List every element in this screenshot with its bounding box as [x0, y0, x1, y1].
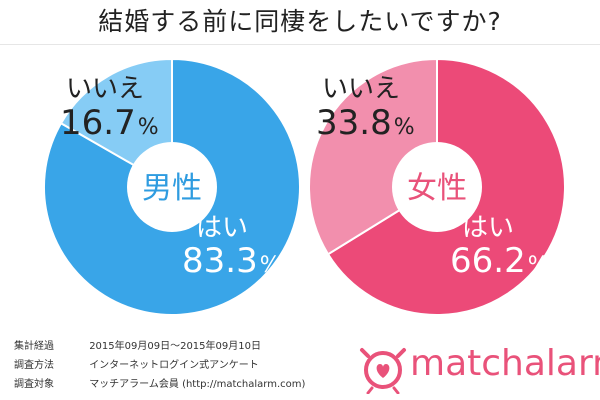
female-yes-label: はい: [462, 213, 514, 243]
survey-period-value: 2015年09月09日〜2015年09月10日: [89, 341, 261, 352]
female-yes-value: 66.2%: [450, 241, 549, 281]
female-no-label: いいえ: [322, 74, 400, 104]
male-center-label: 男性: [142, 171, 202, 206]
survey-target-label: 調査対象: [14, 379, 54, 390]
male-yes-label: はい: [196, 213, 248, 243]
survey-period-row: 集計経過 2015年09月09日〜2015年09月10日: [14, 337, 305, 356]
survey-target-value: マッチアラーム会員 (http://matchalarm.com): [89, 379, 306, 390]
survey-method-value: インターネットログイン式アンケート: [89, 360, 259, 371]
male-yes-value: 83.3%: [182, 241, 281, 281]
survey-period-label: 集計経過: [14, 341, 54, 352]
brand-name: matchalarm: [410, 343, 600, 384]
male-no-label: いいえ: [66, 74, 144, 104]
female-center-label: 女性: [407, 171, 467, 206]
survey-method-row: 調査方法 インターネットログイン式アンケート: [14, 356, 305, 375]
male-donut-hole: [127, 142, 217, 232]
survey-info: 集計経過 2015年09月09日〜2015年09月10日 調査方法 インターネッ…: [14, 337, 305, 394]
female-no-value: 33.8%: [316, 103, 415, 143]
title-divider: [0, 44, 600, 45]
survey-target-row: 調査対象 マッチアラーム会員 (http://matchalarm.com): [14, 375, 305, 394]
alarm-clock-heart-icon: [360, 348, 406, 394]
female-donut-hole: [392, 142, 482, 232]
chart-title: 結婚する前に同棲をしたいですか?: [98, 7, 502, 36]
male-no-value: 16.7%: [60, 103, 159, 143]
survey-method-label: 調査方法: [14, 360, 54, 371]
brand-logo: matchalarm: [358, 340, 600, 396]
